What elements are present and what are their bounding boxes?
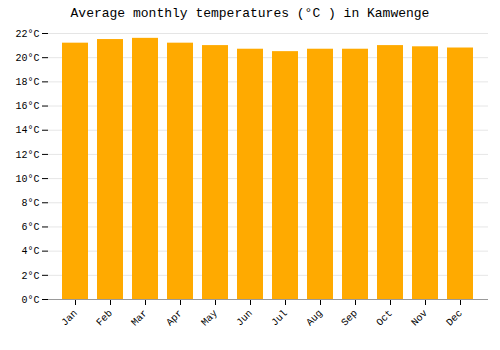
svg-text:Apr: Apr xyxy=(164,308,185,329)
svg-text:Sep: Sep xyxy=(339,308,360,329)
svg-text:Dec: Dec xyxy=(444,308,465,329)
html-text:Average monthly temperatures (: Average monthly temperatures (°C ) in Ka… xyxy=(70,6,430,21)
svg-text:Oct: Oct xyxy=(374,308,395,329)
svg-text:Jan: Jan xyxy=(59,308,80,329)
svg-text:16°C: 16°C xyxy=(15,101,39,112)
svg-text:20°C: 20°C xyxy=(15,53,39,64)
svg-text:18°C: 18°C xyxy=(15,77,39,88)
svg-text:14°C: 14°C xyxy=(15,125,39,136)
svg-text:Jun: Jun xyxy=(234,308,255,329)
svg-text:22°C: 22°C xyxy=(15,29,39,40)
svg-text:Nov: Nov xyxy=(409,308,430,329)
svg-text:0°C: 0°C xyxy=(21,295,39,306)
svg-text:10°C: 10°C xyxy=(15,174,39,185)
svg-text:4°C: 4°C xyxy=(21,246,39,257)
svg-text:2°C: 2°C xyxy=(21,271,39,282)
svg-text:Feb: Feb xyxy=(94,308,115,329)
svg-text:Jul: Jul xyxy=(269,308,290,329)
svg-text:May: May xyxy=(199,308,220,329)
svg-text:Mar: Mar xyxy=(129,308,150,329)
svg-text:8°C: 8°C xyxy=(21,198,39,209)
svg-text:12°C: 12°C xyxy=(15,150,39,161)
svg-text:6°C: 6°C xyxy=(21,222,39,233)
svg-text:Aug: Aug xyxy=(304,308,325,329)
